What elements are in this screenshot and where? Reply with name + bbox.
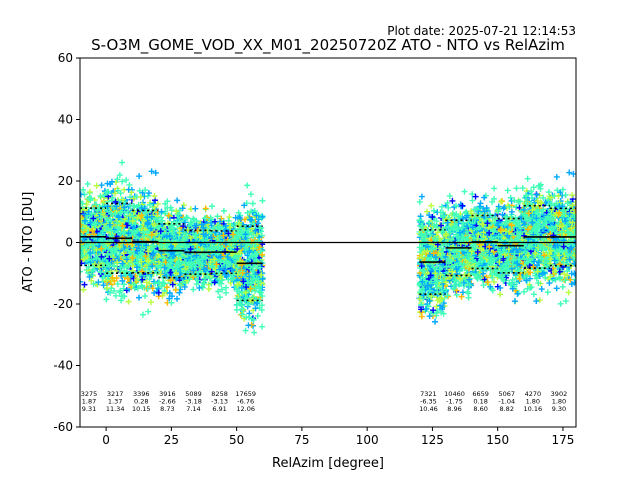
- scatter-point: [88, 256, 95, 263]
- scatter-point: [88, 268, 95, 275]
- scatter-point: [95, 279, 102, 286]
- scatter-point: [93, 182, 100, 189]
- scatter-point: [97, 268, 104, 275]
- scatter-point: [81, 211, 88, 218]
- scatter-point: [116, 172, 123, 179]
- scatter-point: [89, 242, 96, 249]
- scatter-point: [87, 197, 94, 204]
- plot-date: Plot date: 2025-07-21 12:14:53: [387, 24, 576, 38]
- scatter-point: [91, 261, 98, 268]
- scatter-point: [97, 214, 104, 221]
- scatter-point: [93, 255, 100, 262]
- scatter-point: [98, 245, 105, 252]
- scatter-point: [87, 249, 94, 256]
- scatter-point: [86, 188, 93, 195]
- scatter-point: [100, 282, 107, 289]
- scatter-point: [80, 225, 86, 232]
- scatter-point: [85, 208, 92, 215]
- scatter-point: [98, 253, 105, 260]
- scatter-point: [80, 200, 86, 207]
- scatter-point: [84, 180, 91, 187]
- scatter-point: [85, 263, 92, 270]
- scatter-point: [81, 255, 88, 262]
- scatter-point: [87, 219, 94, 226]
- scatter-point: [80, 216, 84, 223]
- scatter-point: [86, 273, 93, 280]
- scatter-point: [80, 191, 84, 198]
- chart-title: S-O3M_GOME_VOD_XX_M01_20250720Z ATO - NT…: [91, 36, 565, 55]
- scatter-point: [88, 277, 95, 284]
- scatter-point: [96, 203, 103, 210]
- scatter-point: [97, 193, 104, 200]
- scatter-point: [90, 215, 97, 222]
- scatter-point: [80, 286, 87, 293]
- scatter-point: [81, 217, 88, 224]
- scatter-point: [83, 201, 90, 208]
- scatter-point: [93, 246, 100, 253]
- scatter-point: [93, 201, 100, 208]
- scatter-point: [96, 264, 103, 271]
- scatter-point: [82, 242, 89, 249]
- scatter-point: [99, 274, 106, 281]
- scatter-point: [94, 207, 101, 214]
- scatter-point: [81, 281, 88, 288]
- scatter-point: [92, 220, 99, 227]
- scatter-point: [80, 252, 85, 259]
- scatter-point: [99, 228, 106, 235]
- scatter-point: [114, 280, 121, 287]
- scatter-point: [89, 227, 96, 234]
- scatter-point: [80, 186, 87, 193]
